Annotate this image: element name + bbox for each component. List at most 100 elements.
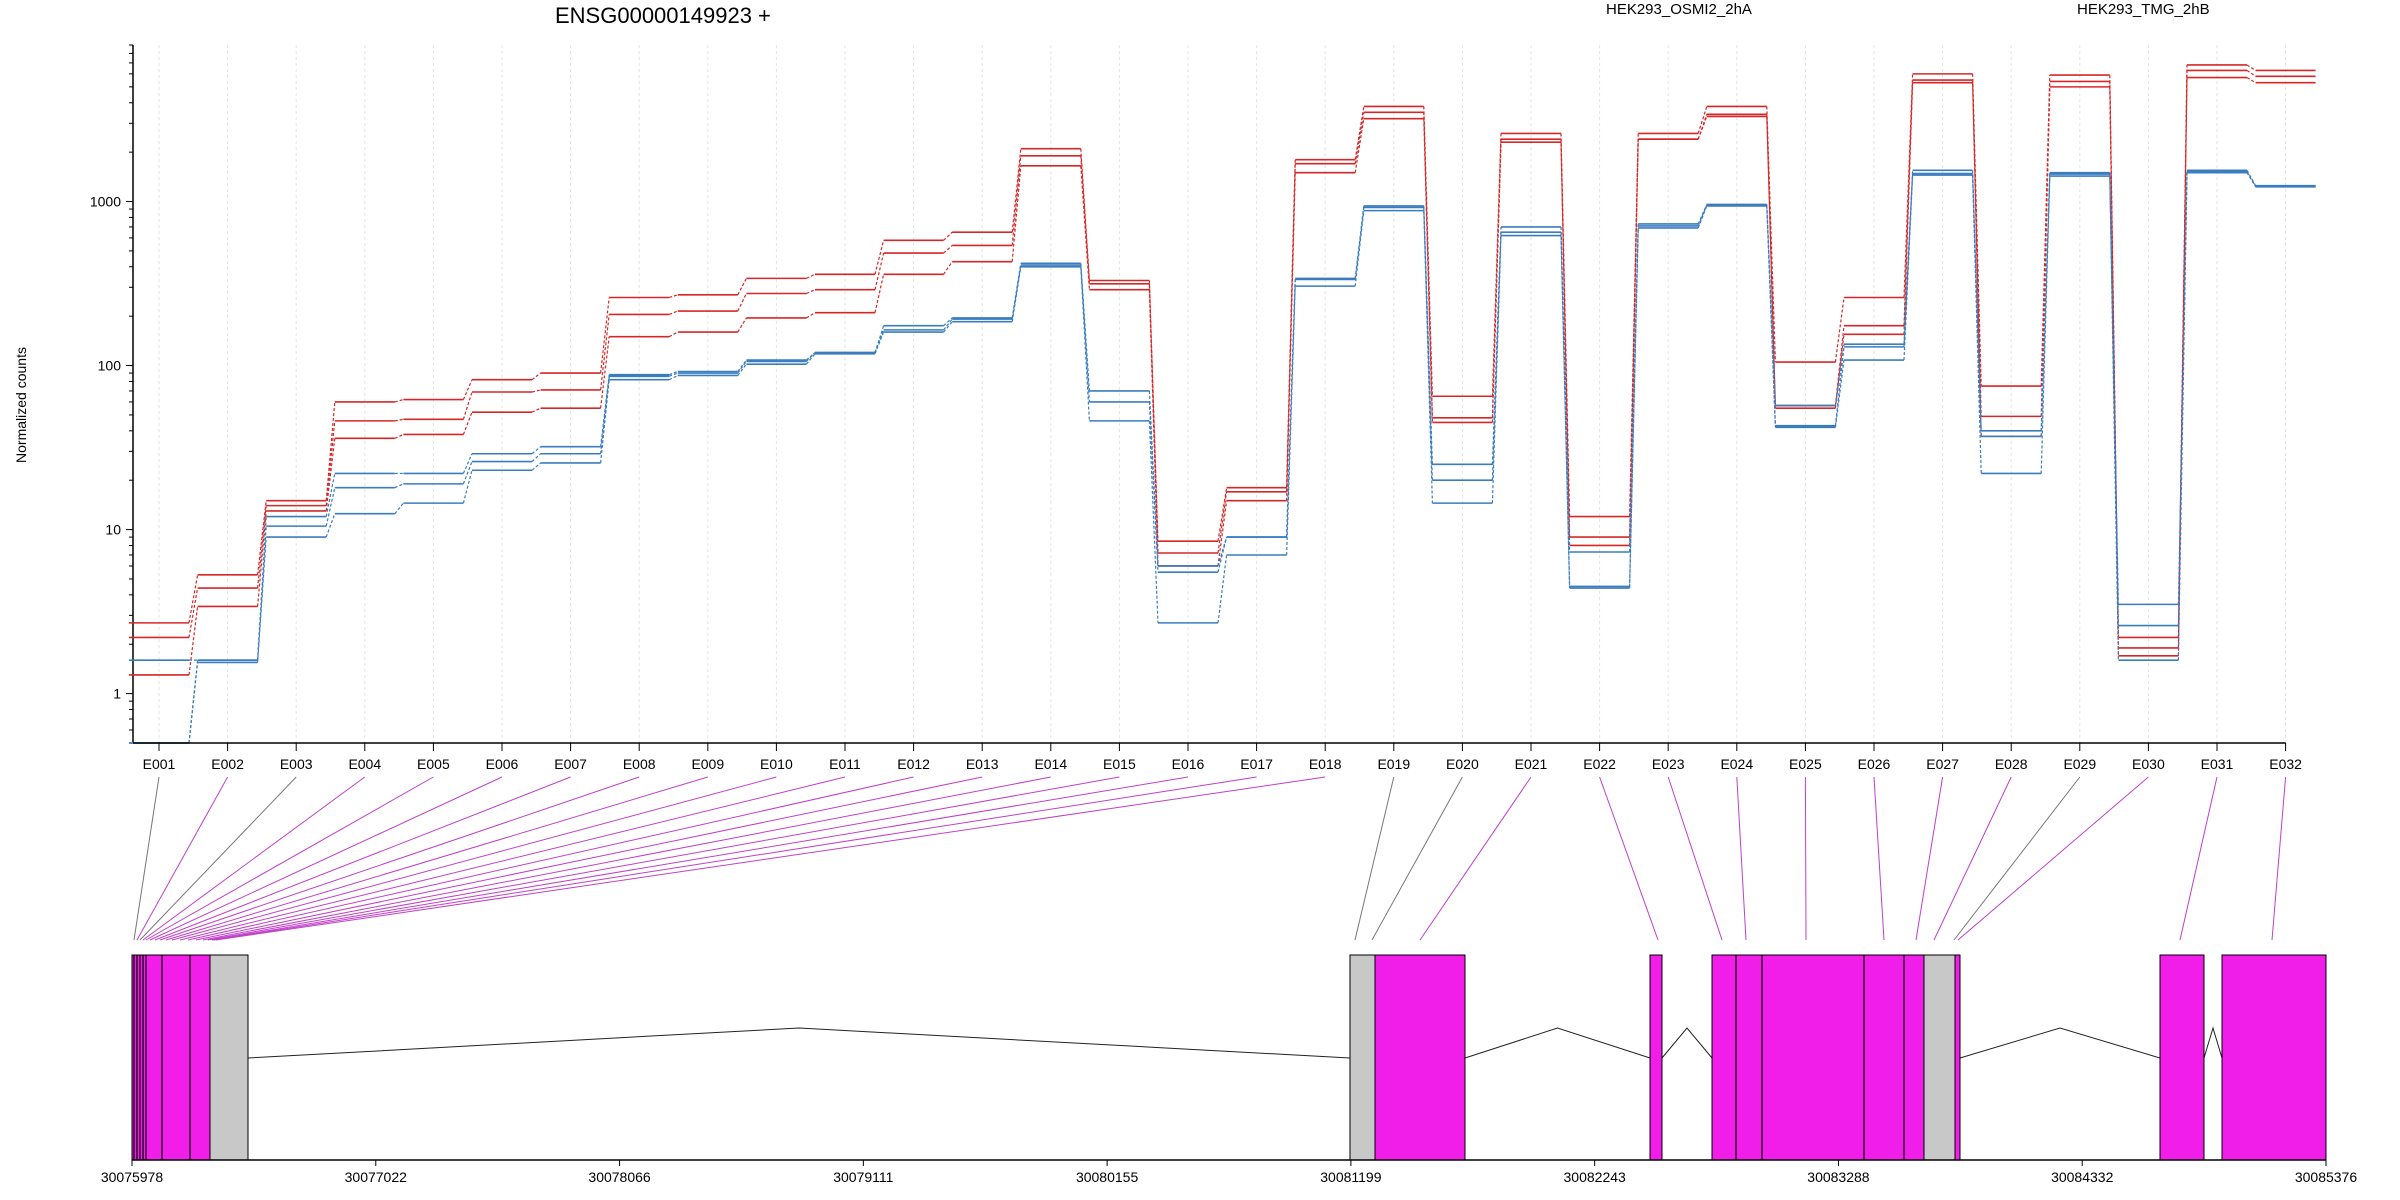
exon-label: E009	[691, 756, 724, 772]
exon-transition-segment	[2246, 172, 2257, 188]
exon-transition-segment	[600, 374, 610, 447]
exon-transition-segment	[1834, 325, 1845, 406]
exon-transition-segment	[462, 379, 473, 400]
exon-transition-segment	[394, 502, 404, 515]
exon-transition-segment	[2109, 176, 2119, 661]
exon-transition-segment	[1148, 289, 1159, 566]
exon-transition-segment	[1629, 227, 1639, 589]
exon-transition-segment	[806, 289, 816, 295]
exon-label: E016	[1172, 756, 1205, 772]
intron-line	[1661, 1027, 1713, 1059]
exon-transition-segment	[668, 372, 679, 377]
exon-transition-segment	[462, 411, 473, 435]
exon-transition-segment	[394, 399, 404, 403]
exon-connector	[1804, 776, 1807, 941]
exon-transition-segment	[257, 537, 267, 663]
exon-transition-segment	[1834, 344, 1845, 406]
exon-transition-segment	[1217, 554, 1228, 623]
exon-transition-segment	[2246, 170, 2257, 186]
exon-transition-segment	[2177, 172, 2188, 661]
genomic-tick-label: 30082243	[1564, 1169, 1627, 1185]
exon-transition-segment	[325, 401, 336, 501]
exon-transition-segment	[325, 513, 336, 538]
genomic-tick-label: 30084332	[2051, 1169, 2114, 1185]
exon-block	[1923, 954, 1956, 1161]
exon-transition-segment	[531, 446, 541, 455]
exon-transition-segment	[1080, 165, 1090, 290]
intron-line	[1464, 1027, 1651, 1059]
exon-transition-segment	[1766, 204, 1776, 406]
exon-transition-segment	[2246, 77, 2256, 84]
genomic-tick-label: 30077022	[345, 1169, 408, 1185]
exon-axis: E001 E002 E003 E004 E005 E006 E007 E008 E009 E010…	[133, 742, 2302, 772]
exon-transition-segment	[805, 353, 816, 365]
series-3	[129, 76, 2316, 676]
exon-label: E017	[1240, 756, 1273, 772]
exon-transition-segment	[2109, 75, 2119, 638]
exon-transition-segment	[531, 372, 541, 381]
intron-line	[247, 1027, 1351, 1059]
exon-transition-segment	[1423, 118, 1433, 423]
exon-block	[1374, 954, 1466, 1161]
exon-transition-segment	[1560, 139, 1571, 538]
exon-transition-segment	[1834, 334, 1845, 409]
exon-transition-segment	[806, 273, 816, 279]
exon-transition-segment	[1217, 500, 1228, 567]
exon-transition-segment	[1697, 204, 1708, 227]
exon-label: E008	[623, 756, 656, 772]
exon-transition-segment	[600, 376, 610, 454]
exon-transition-segment	[1217, 536, 1228, 573]
genomic-tick-label: 30079111	[833, 1169, 893, 1185]
exon-label: E002	[211, 756, 244, 772]
exon-label: E026	[1858, 756, 1891, 772]
exon-connector	[136, 776, 229, 941]
exon-connector	[1953, 776, 2081, 941]
exon-transition-segment	[1423, 205, 1433, 465]
exon-transition-segment	[1011, 148, 1022, 233]
exon-connector	[202, 776, 1051, 941]
exon-transition-segment	[669, 294, 678, 299]
exon-connector	[213, 776, 1257, 941]
exon-connector	[2179, 776, 2218, 941]
exon-transition-segment	[2246, 69, 2256, 77]
exon-transition-segment	[1011, 165, 1022, 262]
exon-transition-segment	[1491, 142, 1502, 423]
exon-label: E003	[280, 756, 313, 772]
exon-transition-segment	[325, 473, 336, 517]
exon-label: E007	[554, 756, 587, 772]
exon-block	[1349, 954, 1376, 1161]
series-2	[129, 69, 2316, 649]
exon-connector	[1354, 776, 1395, 941]
exon-transition-segment	[325, 420, 336, 506]
genomic-tick-label: 30083288	[1807, 1169, 1870, 1185]
exon-connector	[211, 776, 1189, 941]
exon-connector	[1371, 776, 1463, 941]
exon-label: E030	[2132, 756, 2165, 772]
exon-transition-segment	[943, 244, 953, 254]
exon-transition-segment	[737, 317, 747, 333]
y-axis: 1 10 100 1000	[90, 44, 134, 744]
exon-transition-segment	[1011, 155, 1022, 246]
exon-connector	[215, 776, 1326, 941]
exon-label: E032	[2269, 756, 2302, 772]
genomic-tick-label: 30078066	[588, 1169, 651, 1185]
exon-transition-segment	[1354, 106, 1365, 160]
exon-connector	[171, 776, 777, 941]
exon-label: E025	[1789, 756, 1822, 772]
exon-transition-segment	[1903, 73, 1914, 298]
exon-connector	[159, 776, 640, 941]
exon-connector	[1957, 776, 2149, 941]
exon-transition-segment	[874, 331, 885, 354]
genomic-tick-label: 30085376	[2295, 1169, 2358, 1185]
exon-transition-segment	[874, 252, 885, 290]
exon-transition-segment	[874, 325, 885, 353]
exon-label: E027	[1926, 756, 1959, 772]
series-5	[129, 170, 2316, 744]
exon-transition-segment	[600, 336, 610, 409]
exon-transition-segment	[1423, 210, 1433, 504]
legend-entry-osmi: HEK293_OSMI2_2hA	[1606, 1, 1752, 18]
exon-transition-segment	[462, 470, 473, 504]
exon-label: E013	[966, 756, 999, 772]
exon-transition-segment	[943, 231, 953, 241]
exon-transition-segment	[737, 363, 747, 376]
